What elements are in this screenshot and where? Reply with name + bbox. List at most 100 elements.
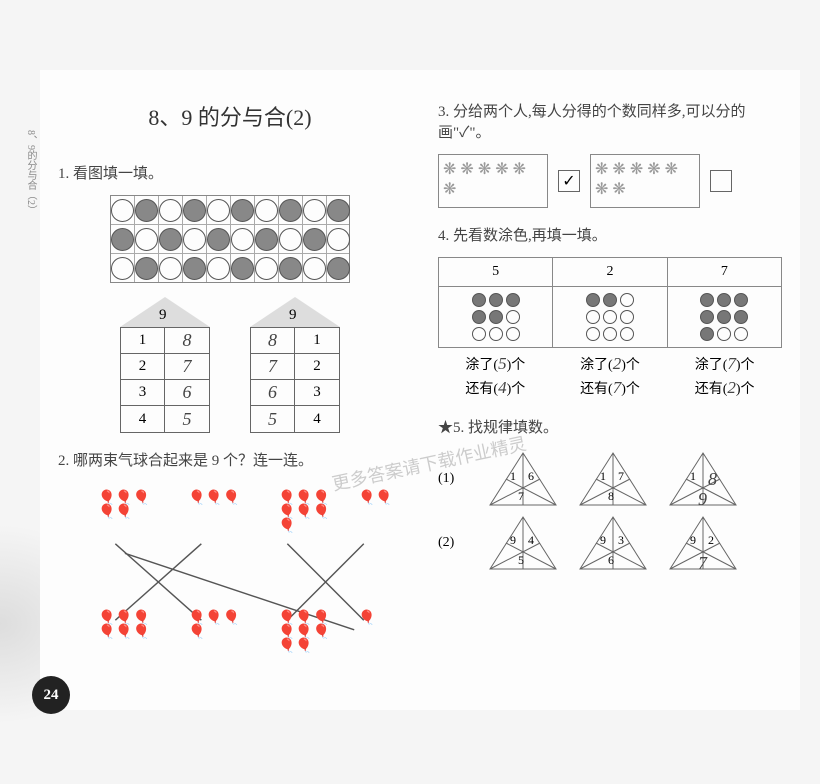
q2-label: 2. 哪两束气球合起来是 9 个？连一连。 — [58, 449, 402, 470]
dot — [700, 293, 714, 307]
q2-balloons: 🎈🎈🎈🎈🎈🎈🎈🎈🎈🎈🎈🎈🎈🎈🎈🎈🎈🎈🎈🎈🎈🎈🎈🎈🎈🎈🎈🎈🎈🎈🎈🎈🎈🎈🎈🎈 — [58, 482, 402, 682]
house-0: 918273645 — [120, 297, 210, 433]
dot — [586, 310, 600, 324]
q4-hai-answer: 还有(2)个 — [695, 378, 755, 398]
grid-circle — [183, 257, 206, 280]
grid-circle — [279, 228, 302, 251]
dot — [620, 310, 634, 324]
balloon-bunch: 🎈 — [358, 612, 418, 626]
q4-tu-row: 涂了(5)个涂了(2)个涂了(7)个 — [438, 354, 782, 374]
dot — [489, 293, 503, 307]
house-cell: 6 — [251, 380, 295, 405]
balloon-bunch: 🎈🎈🎈🎈🎈🎈🎈🎈 — [278, 612, 338, 654]
balloon-bunch: 🎈🎈🎈🎈🎈🎈 — [98, 612, 158, 640]
triangle: 936 — [578, 515, 648, 571]
q4-header-row: 5 2 7 — [439, 258, 782, 287]
q3-check2[interactable] — [710, 170, 732, 192]
house-cell: 1 — [295, 328, 339, 353]
grid-circle — [303, 199, 326, 222]
house-cell: 8 — [251, 328, 295, 353]
dot — [620, 327, 634, 341]
q4-c1 — [439, 287, 553, 348]
worksheet-page: 更多答案请下载作业精灵 8、9 的分与合(2) 1. 看图填一填。 918273… — [40, 70, 800, 710]
dot — [734, 293, 748, 307]
q4-c3 — [667, 287, 781, 348]
grid-circle — [135, 257, 158, 280]
grid-circle — [303, 257, 326, 280]
triangle: 927 — [668, 515, 738, 571]
dot — [506, 327, 520, 341]
dot — [586, 327, 600, 341]
grid-circle — [231, 228, 254, 251]
q3-boxes: ❋ ❋ ❋ ❋ ❋ ❋ ✓ ❋ ❋ ❋ ❋ ❋ ❋ ❋ — [438, 154, 782, 208]
q5-row1-label: (1) — [438, 471, 468, 487]
grid-circle — [207, 257, 230, 280]
dot — [700, 310, 714, 324]
q4-h1: 5 — [439, 258, 553, 287]
side-tab: 8、9的分与合（2） — [20, 130, 38, 215]
q5-row1: (1) 167178189 — [438, 451, 782, 507]
q4-h3: 7 — [667, 258, 781, 287]
q4-table: 5 2 7 — [438, 257, 782, 348]
q4-h2: 2 — [553, 258, 667, 287]
q4-tu-answer: 涂了(5)个 — [465, 354, 525, 374]
grid-circle — [159, 199, 182, 222]
grid-circle — [111, 199, 134, 222]
q4-tu-answer: 涂了(7)个 — [695, 354, 755, 374]
dot — [603, 293, 617, 307]
q4-dots-row — [439, 287, 782, 348]
dot — [717, 310, 731, 324]
q3-box1: ❋ ❋ ❋ ❋ ❋ ❋ — [438, 154, 548, 208]
grid-circle — [231, 199, 254, 222]
balloon-bunch: 🎈🎈🎈🎈 — [188, 612, 248, 640]
house-cell: 2 — [121, 354, 165, 379]
house-cell: 1 — [121, 328, 165, 353]
dot — [717, 327, 731, 341]
grid-circle — [111, 228, 134, 251]
q5-section: (1) 167178189 (2) 945936927 — [438, 451, 782, 571]
q1-circles-grid — [110, 195, 350, 283]
balloon-bunch: 🎈🎈🎈🎈🎈🎈🎈 — [278, 492, 338, 534]
q4-hai-answer: 还有(4)个 — [465, 378, 525, 398]
q1-houses: 918273645 981726354 — [58, 297, 402, 433]
grid-circle — [255, 199, 278, 222]
dot — [506, 310, 520, 324]
grid-circle — [159, 257, 182, 280]
dot — [489, 327, 503, 341]
house-cell: 6 — [165, 380, 209, 405]
q5-row2: (2) 945936927 — [438, 515, 782, 571]
grid-circle — [159, 228, 182, 251]
triangle: 167 — [488, 451, 558, 507]
page-title: 8、9 的分与合(2) — [58, 100, 402, 132]
grid-circle — [327, 228, 350, 251]
balloon-bunch: 🎈🎈🎈🎈🎈 — [98, 492, 158, 520]
balloon-bunch: 🎈🎈🎈 — [188, 492, 248, 506]
house-cell: 3 — [121, 380, 165, 405]
grid-circle — [111, 257, 134, 280]
q1-label: 1. 看图填一填。 — [58, 162, 402, 183]
grid-circle — [183, 199, 206, 222]
house-cell: 7 — [251, 354, 295, 379]
dot — [717, 293, 731, 307]
house-cell: 3 — [295, 380, 339, 405]
house-1: 981726354 — [250, 297, 340, 433]
grid-circle — [255, 257, 278, 280]
left-column: 8、9 的分与合(2) 1. 看图填一填。 918273645 981726354… — [40, 70, 420, 710]
balloon-bunch: 🎈🎈 — [358, 492, 418, 506]
house-cell: 5 — [165, 406, 209, 432]
q4-hai-answer: 还有(7)个 — [580, 378, 640, 398]
house-cell: 2 — [295, 354, 339, 379]
q4-hai-row: 还有(4)个 还有(7)个 还有(2)个 — [438, 378, 782, 398]
q4-label: 4. 先看数涂色,再填一填。 — [438, 224, 782, 245]
grid-circle — [327, 199, 350, 222]
grid-circle — [327, 257, 350, 280]
triangle: 178 — [578, 451, 648, 507]
dot — [489, 310, 503, 324]
q3-check1[interactable]: ✓ — [558, 170, 580, 192]
triangle: 945 — [488, 515, 558, 571]
grid-circle — [303, 228, 326, 251]
dot — [586, 293, 600, 307]
grid-circle — [207, 228, 230, 251]
grid-circle — [135, 228, 158, 251]
grid-circle — [279, 199, 302, 222]
